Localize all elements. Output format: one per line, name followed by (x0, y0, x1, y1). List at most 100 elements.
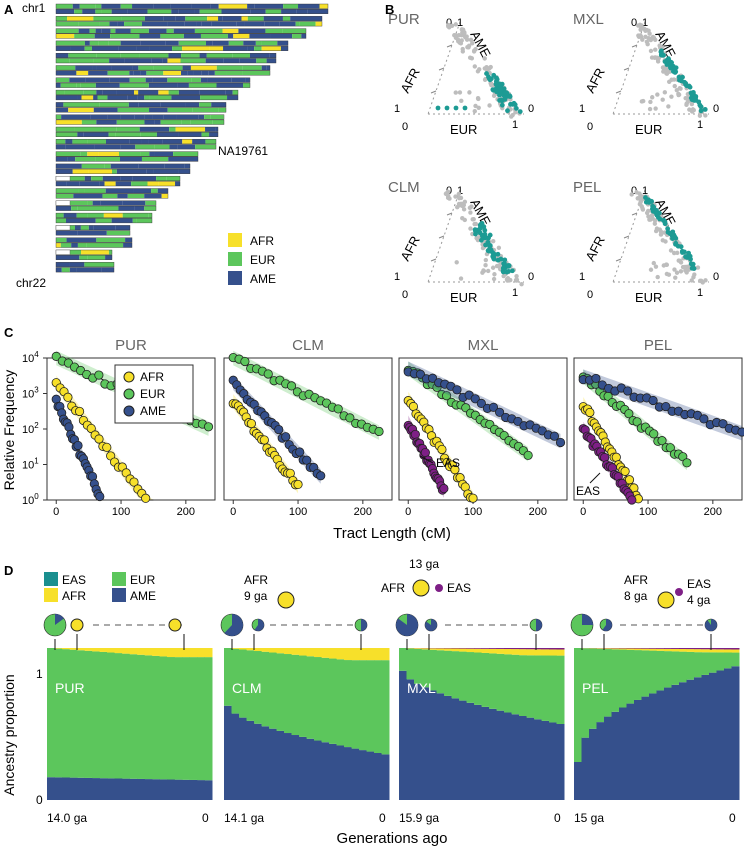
point-grey (680, 264, 686, 270)
karyogram-segment (194, 9, 200, 14)
karyogram-segment (264, 21, 280, 27)
karyogram-segment (205, 127, 216, 132)
karyogram-segment (109, 58, 125, 63)
point-afr (293, 479, 303, 490)
karyogram (55, 3, 329, 273)
point-grey (453, 22, 459, 27)
bar-eur (62, 649, 70, 778)
chromosome-outline (55, 126, 219, 132)
bar-ame (137, 778, 145, 800)
bar-eur (581, 648, 590, 738)
point-grey (671, 77, 677, 82)
karyogram-segment (137, 95, 145, 100)
point-grey (689, 278, 694, 283)
chromosome-outline (55, 114, 225, 120)
bar-ame (526, 717, 535, 800)
bar-ame (114, 778, 123, 800)
karyogram-segment (87, 213, 104, 218)
pulse-pie-end-wedge (361, 619, 367, 631)
karyogram-segment (130, 107, 150, 113)
karyogram-segment (93, 16, 122, 21)
point-teal (498, 86, 504, 92)
karyogram-segment (163, 114, 177, 120)
point-grey (647, 31, 652, 36)
point-teal (702, 107, 708, 112)
karyogram-segment (247, 46, 255, 51)
karyogram-segment (166, 28, 174, 34)
point-teal (657, 216, 663, 222)
bar-afr (92, 648, 100, 652)
bar-afr (261, 648, 270, 652)
karyogram-segment (89, 28, 96, 34)
karyogram-segment (142, 21, 168, 27)
bar-afr (679, 649, 687, 652)
karyogram-segment (69, 58, 94, 63)
bar-afr (649, 648, 657, 651)
bar-eur (261, 651, 270, 727)
karyogram-segment (181, 53, 200, 58)
tick-1: 1 (642, 17, 648, 29)
karyogram-segment (307, 9, 328, 14)
bar-eur (626, 649, 635, 704)
point-grey (457, 40, 462, 45)
point-grey (459, 98, 464, 104)
karyogram-segment (209, 132, 218, 137)
karyogram-segment (177, 144, 196, 150)
chr-last-label: chr22 (16, 276, 46, 290)
bar-afr (254, 648, 262, 652)
karyogram-segment (265, 28, 283, 34)
bar-afr (114, 648, 123, 654)
bar-eur (299, 655, 307, 737)
point-grey (678, 269, 684, 274)
axis-label-afr: AFR (582, 233, 607, 263)
point-teal (435, 105, 441, 111)
point-teal (501, 265, 506, 271)
karyogram-segment (192, 139, 206, 144)
karyogram-segment (63, 213, 77, 218)
axis-label-afr: AFR (397, 65, 422, 95)
bar-eur (254, 651, 262, 724)
karyogram-segment (105, 188, 134, 194)
bar-afr (321, 648, 330, 658)
karyogram-segment (270, 33, 293, 39)
ytick-label: 100 (22, 492, 39, 507)
karyogram-segment (56, 230, 78, 236)
karyogram-segment (182, 65, 191, 71)
karyogram-segment (69, 77, 86, 83)
karyogram-segment (212, 40, 229, 46)
bar-eur (556, 655, 565, 724)
bar-afr (291, 648, 300, 655)
karyogram-segment (184, 21, 197, 27)
bar-eur (549, 655, 557, 723)
karyogram-segment (77, 230, 107, 236)
chromosome-outline (55, 205, 157, 211)
point-teal (490, 87, 496, 93)
pulse-pie-start-wedge (582, 614, 593, 625)
ternary-tick (623, 67, 630, 71)
bar-ame (596, 722, 605, 800)
bar-eur (231, 648, 240, 714)
karyogram-segment (146, 169, 154, 174)
karyogram-segment (212, 119, 224, 125)
bar-eur (504, 654, 512, 713)
bar-eur (197, 657, 205, 781)
bar-eur (336, 659, 345, 746)
bar-eas (474, 648, 482, 649)
karyogram-segment (120, 4, 133, 9)
point-grey (661, 69, 666, 74)
bar-ame (414, 683, 422, 800)
start-label: 15.9 ga (399, 811, 439, 825)
karyogram-segment (84, 188, 106, 194)
point-grey (656, 56, 661, 61)
karyogram-segment (106, 230, 130, 236)
point-afr (450, 465, 460, 475)
bar-afr (144, 648, 153, 656)
bar-eur (399, 648, 407, 671)
bar-eur (84, 650, 93, 778)
bar-afr (671, 648, 680, 652)
point-grey (703, 113, 708, 118)
karyogram-segment (163, 16, 176, 21)
karyogram-segment (254, 4, 284, 9)
point-eur (345, 413, 355, 423)
bar-afr (459, 648, 467, 652)
